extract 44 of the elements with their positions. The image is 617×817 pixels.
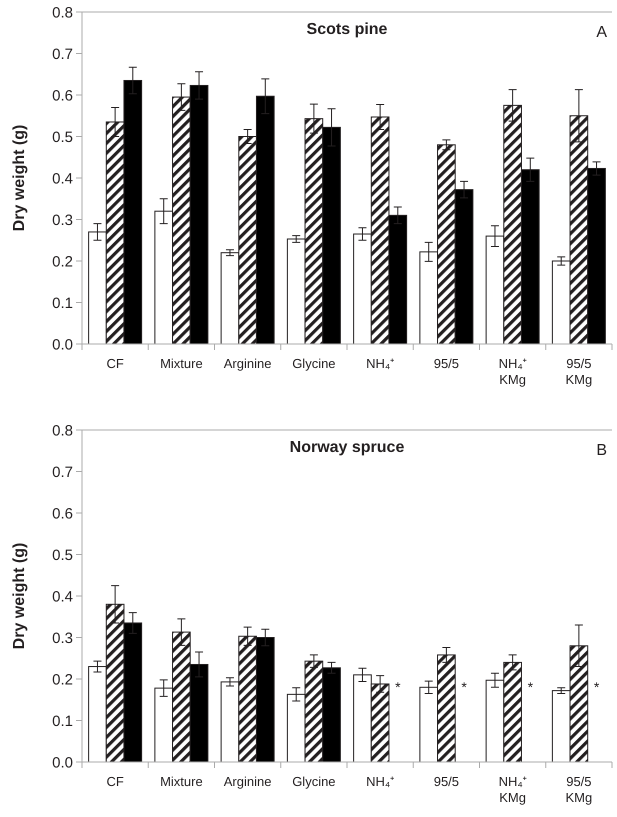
x-tick-label: NH₄⁺ xyxy=(366,356,394,371)
annotation: B xyxy=(596,442,607,459)
x-tick-label: 95/5 KMg xyxy=(566,356,592,387)
y-tick-label: 0.2 xyxy=(52,253,73,270)
x-tick-label: 95/5 KMg xyxy=(566,774,592,805)
annotation: * xyxy=(528,678,534,695)
y-axis-title: Dry weight (g) xyxy=(11,124,28,232)
y-tick-label: 0.0 xyxy=(52,336,73,354)
y-tick-label: 0.3 xyxy=(52,630,73,647)
y-tick-label: 0.5 xyxy=(52,546,73,564)
x-tick-label: Mixture xyxy=(160,774,203,789)
x-tick-label: 95/5 xyxy=(434,356,460,371)
x-tick-label: NH₄⁺ KMg xyxy=(498,774,527,805)
text: Norway spruce xyxy=(290,439,404,456)
y-tick-label: 0.6 xyxy=(52,87,73,104)
y-axis-title: Dry weight (g) xyxy=(11,542,28,650)
x-tick-label: Arginine xyxy=(224,774,272,789)
annotation: A xyxy=(596,24,608,41)
x-tick-label: NH₄⁺ xyxy=(366,774,394,789)
y-tick-label: 0.6 xyxy=(52,505,73,522)
y-tick-label: 0.7 xyxy=(52,464,73,481)
x-tick-label: NH₄⁺ KMg xyxy=(498,356,527,387)
y-tick-label: 0.4 xyxy=(52,170,73,188)
x-tick-label: Arginine xyxy=(224,356,272,371)
y-tick-label: 0.5 xyxy=(52,128,73,146)
y-tick-label: 0.7 xyxy=(52,46,73,63)
y-tick-label: 0.8 xyxy=(52,4,73,22)
x-tick-label: Glycine xyxy=(292,356,336,371)
x-tick-label: Glycine xyxy=(292,774,336,789)
y-tick-label: 0.1 xyxy=(52,712,73,730)
annotation: * xyxy=(594,678,600,695)
x-tick-label: CF xyxy=(106,356,124,371)
y-tick-label: 0.8 xyxy=(52,422,73,440)
x-tick-label: CF xyxy=(106,774,124,789)
y-tick-label: 0.3 xyxy=(52,212,73,229)
y-tick-label: 0.4 xyxy=(52,588,73,606)
annotation: * xyxy=(395,678,402,695)
y-tick-label: 0.2 xyxy=(52,671,73,688)
x-tick-label: Mixture xyxy=(160,356,203,371)
x-tick-label: 95/5 xyxy=(434,774,460,789)
y-tick-label: 0.0 xyxy=(52,754,73,772)
annotation: * xyxy=(461,678,468,695)
y-tick-label: 0.1 xyxy=(52,294,73,312)
text: Scots pine xyxy=(306,21,388,38)
